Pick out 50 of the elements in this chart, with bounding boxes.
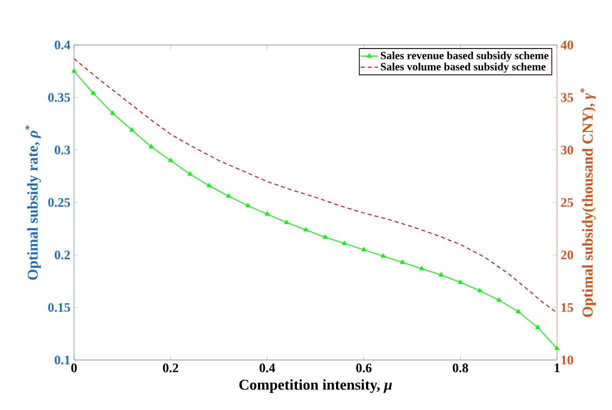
x-tick-label: 1 (554, 364, 560, 372)
point (226, 194, 231, 198)
y-tick-label: 0.35 (48, 93, 70, 102)
y2-tick-label: 20 (561, 250, 574, 260)
y2-tick-label: 35 (561, 93, 574, 102)
x-tick-label: 0.4 (260, 364, 276, 372)
point (110, 110, 115, 115)
point (438, 272, 444, 276)
y-tick-label: 0.2 (54, 250, 70, 260)
point (188, 172, 192, 176)
y2-tick-label: 15 (562, 303, 574, 312)
point (284, 220, 289, 224)
x-tick-label: 0.8 (452, 364, 468, 372)
y-tick-label: 0.4 (54, 40, 70, 50)
x-tick-label: 0.6 (356, 364, 372, 372)
point (380, 253, 386, 258)
point (400, 260, 405, 264)
point (148, 144, 154, 148)
y2-tick-label: 30 (561, 146, 574, 154)
y2-tick-label: 40 (560, 40, 574, 50)
point (419, 266, 424, 270)
point (361, 247, 366, 252)
point (246, 203, 250, 208)
y-axis-title: Optimal subsidy rate, ρ$^{*}$ (25, 125, 41, 280)
point (303, 227, 308, 232)
y2-tick-label: 25 (561, 198, 574, 207)
x-tick-label: 0 (71, 364, 77, 372)
point (516, 309, 521, 314)
point (458, 280, 463, 284)
point (477, 288, 482, 292)
y-tick-label: 0.15 (48, 303, 70, 312)
x-axis-title: Competition intensity, μ (239, 379, 392, 393)
y-tick-label: 0.25 (48, 198, 70, 207)
point (322, 234, 328, 239)
point (90, 90, 96, 95)
legend-label: Sales revenue based subsidy scheme (380, 52, 548, 62)
x-tick-label: 0.2 (162, 364, 178, 372)
point (72, 68, 76, 73)
point (168, 158, 173, 162)
point (130, 127, 134, 132)
y2-axis-title: Optimal subsidy(thousand CNY), γ$^{*}$ (580, 88, 596, 317)
legend-label: Sales volume based subsidy scheme (380, 62, 546, 73)
point (206, 183, 212, 188)
point (264, 211, 270, 216)
y-tick-label: 0.3 (54, 146, 70, 154)
point (342, 240, 347, 245)
y2-tick-label: 10 (562, 356, 574, 364)
point (496, 298, 502, 302)
y-tick-label: 0.1 (54, 356, 70, 364)
point (535, 324, 540, 329)
